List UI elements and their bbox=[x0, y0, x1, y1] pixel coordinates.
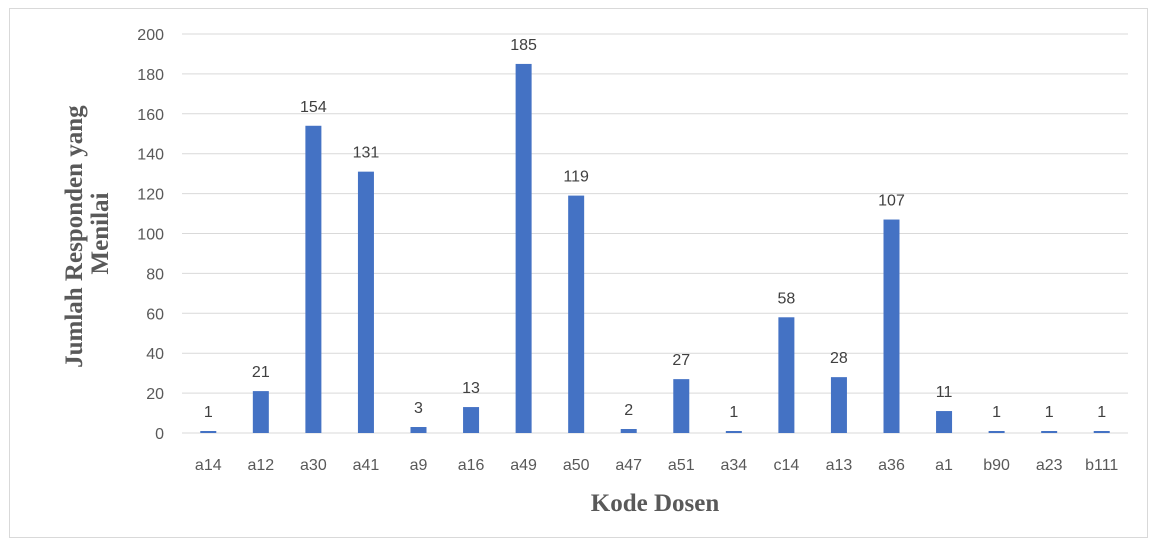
y-tick-label: 140 bbox=[137, 147, 164, 164]
x-tick-label-b90: b90 bbox=[983, 457, 1010, 474]
y-tick-label: 80 bbox=[146, 266, 164, 283]
data-label-a30: 154 bbox=[300, 99, 327, 116]
x-tick-label-a9: a9 bbox=[410, 457, 428, 474]
bar-a9 bbox=[410, 427, 427, 433]
bar-a12 bbox=[252, 391, 269, 433]
x-tick-label-b111: b111 bbox=[1085, 457, 1118, 474]
data-label-a23: 1 bbox=[1045, 404, 1054, 421]
x-tick-label-c14: c14 bbox=[773, 457, 799, 474]
y-tick-label: 100 bbox=[137, 227, 164, 244]
bar-a30 bbox=[305, 125, 322, 434]
x-tick-label-a1: a1 bbox=[935, 457, 953, 474]
data-label-a1: 11 bbox=[936, 384, 953, 401]
y-axis-title-line-2: Menilai bbox=[87, 192, 114, 274]
y-axis-title-line-1: Jumlah Responden yang bbox=[61, 105, 88, 368]
data-label-a51: 27 bbox=[672, 352, 690, 369]
bar-b90 bbox=[988, 431, 1005, 433]
bar-a47 bbox=[620, 429, 637, 433]
y-axis-ticks: 0 20 40 60 80 100 120 140 160 180 200 bbox=[137, 27, 164, 443]
x-tick-label-a51: a51 bbox=[668, 457, 695, 474]
y-tick-label: 0 bbox=[155, 426, 164, 443]
x-tick-label-a34: a34 bbox=[720, 457, 747, 474]
data-label-b90: 1 bbox=[992, 404, 1001, 421]
x-tick-label-a36: a36 bbox=[878, 457, 905, 474]
x-axis-ticks: a14 a12 a30 a41 a9 a16 a49 a50 a47 a51 a34 c14 a13 a3… bbox=[195, 457, 1119, 474]
x-tick-label-a50: a50 bbox=[563, 457, 590, 474]
bar-a34 bbox=[725, 431, 742, 433]
y-axis-title: Jumlah Responden yang Menilai bbox=[61, 99, 114, 368]
bar-a13 bbox=[830, 377, 847, 433]
x-tick-label-a49: a49 bbox=[510, 457, 537, 474]
bar-a49 bbox=[515, 63, 532, 434]
x-tick-label-a30: a30 bbox=[300, 457, 327, 474]
bar-a16 bbox=[463, 407, 480, 433]
bars bbox=[200, 63, 1110, 434]
gridlines bbox=[182, 33, 1128, 434]
data-label-a13: 28 bbox=[830, 350, 848, 367]
x-tick-label-a12: a12 bbox=[247, 457, 274, 474]
bar-a23 bbox=[1041, 431, 1058, 433]
data-label-a9: 3 bbox=[414, 400, 423, 417]
bar-c14 bbox=[778, 317, 795, 433]
x-tick-label-a47: a47 bbox=[615, 457, 642, 474]
data-label-c14: 58 bbox=[777, 290, 795, 307]
bar-b111 bbox=[1093, 431, 1110, 433]
data-label-a16: 13 bbox=[462, 380, 480, 397]
bar-a41 bbox=[357, 171, 374, 433]
data-label-a47: 2 bbox=[624, 402, 633, 419]
x-axis-title: Kode Dosen bbox=[591, 490, 720, 517]
y-tick-label: 180 bbox=[137, 67, 164, 84]
y-tick-label: 200 bbox=[137, 27, 164, 44]
x-tick-label-a16: a16 bbox=[458, 457, 485, 474]
data-label-b111: 1 bbox=[1097, 404, 1106, 421]
data-label-a50: 119 bbox=[563, 169, 589, 186]
bar-a14 bbox=[200, 431, 217, 433]
bar-a36 bbox=[883, 219, 900, 433]
data-label-a12: 21 bbox=[252, 364, 270, 381]
y-tick-label: 20 bbox=[146, 386, 164, 403]
x-tick-label-a23: a23 bbox=[1036, 457, 1063, 474]
data-label-a49: 185 bbox=[510, 37, 537, 54]
y-tick-label: 60 bbox=[146, 306, 164, 323]
y-tick-label: 160 bbox=[137, 107, 164, 124]
x-tick-label-a13: a13 bbox=[826, 457, 853, 474]
data-label-a41: 131 bbox=[353, 145, 380, 162]
bar-a50 bbox=[568, 195, 585, 433]
y-tick-label: 120 bbox=[137, 187, 164, 204]
data-label-a36: 107 bbox=[878, 193, 905, 210]
bar-a51 bbox=[673, 379, 690, 433]
data-label-a34: 1 bbox=[729, 404, 738, 421]
data-label-a14: 1 bbox=[204, 404, 213, 421]
x-tick-label-a41: a41 bbox=[353, 457, 380, 474]
x-tick-label-a14: a14 bbox=[195, 457, 222, 474]
bar-a1 bbox=[936, 411, 953, 433]
y-tick-label: 40 bbox=[146, 346, 164, 363]
